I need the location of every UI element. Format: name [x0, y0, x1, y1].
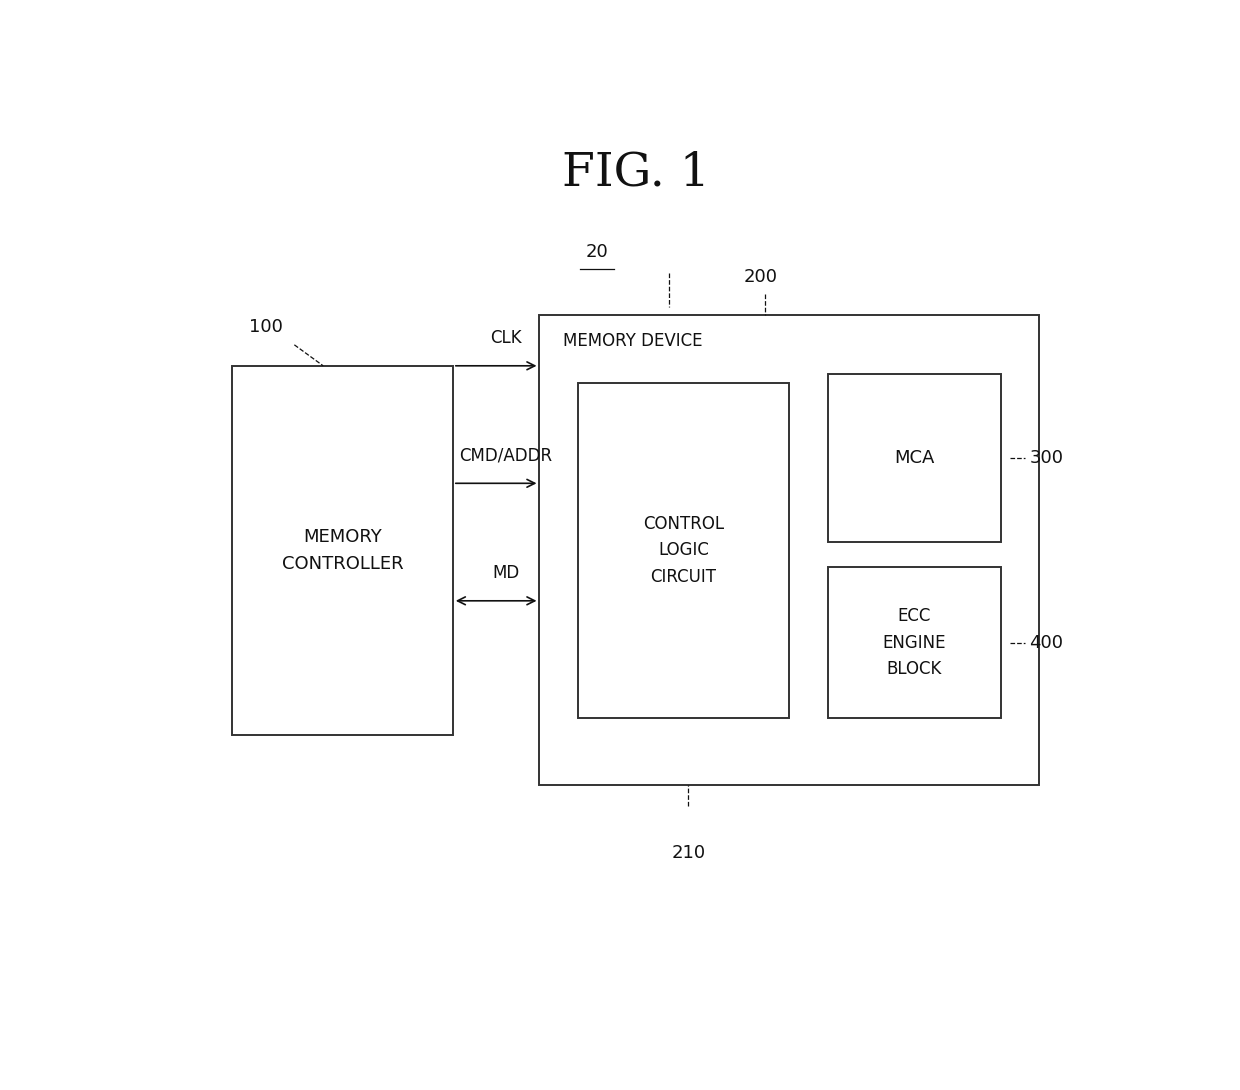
Text: 300: 300 — [1029, 449, 1064, 468]
Text: MEMORY DEVICE: MEMORY DEVICE — [563, 331, 703, 350]
Bar — [828, 374, 1001, 542]
Text: 20: 20 — [585, 243, 609, 261]
Text: CLK: CLK — [490, 329, 522, 348]
Text: CONTROL
LOGIC
CIRCUIT: CONTROL LOGIC CIRCUIT — [644, 516, 724, 585]
Text: FIG. 1: FIG. 1 — [562, 150, 709, 195]
Text: CMD/ADDR: CMD/ADDR — [459, 447, 552, 464]
Text: ECC
ENGINE
BLOCK: ECC ENGINE BLOCK — [883, 607, 946, 678]
Bar — [828, 567, 1001, 718]
Text: 200: 200 — [744, 268, 777, 286]
Bar — [539, 315, 1039, 786]
Text: 210: 210 — [671, 844, 706, 862]
Text: MD: MD — [492, 565, 520, 582]
Bar — [578, 383, 789, 718]
Text: MEMORY
CONTROLLER: MEMORY CONTROLLER — [281, 529, 403, 572]
Text: MCA: MCA — [894, 449, 935, 468]
Text: 100: 100 — [248, 318, 283, 337]
Bar — [232, 366, 453, 735]
Text: 400: 400 — [1029, 633, 1064, 652]
